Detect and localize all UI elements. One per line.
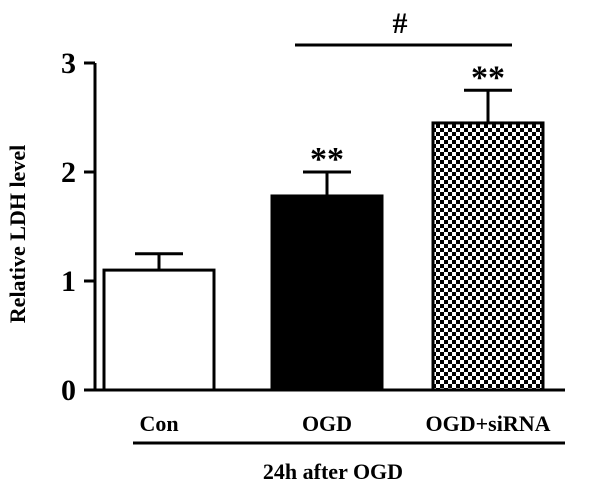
y-axis-title: Relative LDH level [5,145,30,323]
y-tick-label: 1 [61,265,76,298]
bars-group: ** ** [102,59,545,392]
y-axis-ticks: 0 1 2 3 [61,47,95,407]
group-label: 24h after OGD [263,459,403,484]
category-label: Con [139,411,178,436]
y-tick-label: 2 [61,156,76,189]
category-labels: Con OGD OGD+siRNA [139,411,550,436]
bar-con [102,268,216,392]
bar-ogd-sirna [431,121,545,392]
category-label: OGD+siRNA [426,411,551,436]
comparison-label: # [393,7,408,40]
significance-marker: ** [310,141,344,178]
significance-marker: ** [471,59,505,96]
bar-ogd [270,194,384,392]
category-label: OGD [302,411,352,436]
y-tick-label: 0 [61,374,76,407]
y-tick-label: 3 [61,47,76,80]
